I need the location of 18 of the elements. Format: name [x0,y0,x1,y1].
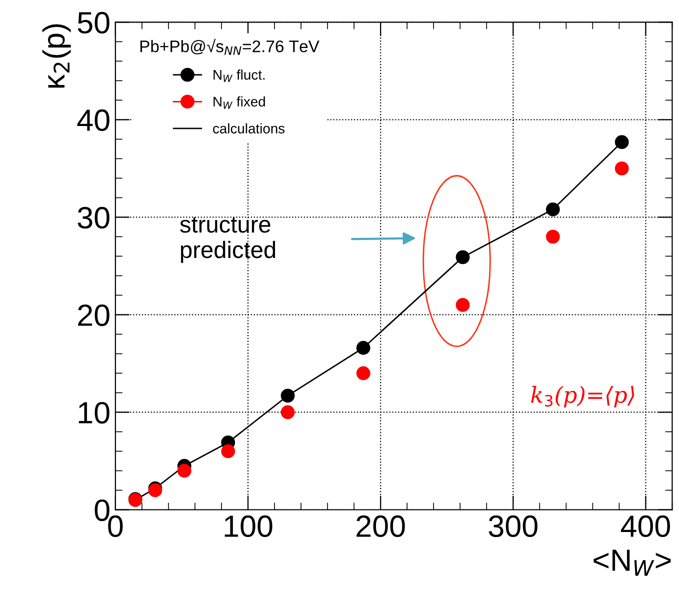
x-axis-title: <N$_{W}$> [594,550,671,576]
legend-label: calculations [213,123,285,134]
y-tick-label: 10 [78,402,110,424]
x-tick-label: 400 [620,515,670,538]
y-tick-label: 50 [78,12,110,34]
x-tick-label: 300 [488,515,538,538]
legend-label: N$_{W}$ fixed [214,96,265,109]
y-axis-title: κ$_{2}$(p) [42,24,71,88]
legend-label: N$_{W}$ fluct. [214,70,265,82]
x-tick-label: 100 [224,515,272,538]
legend-title: Pb+Pb@√s$_{NN}$=2.76 TeV [140,38,320,55]
x-tick-label: 200 [356,515,405,538]
y-tick-label: 40 [77,109,110,132]
annotation: k$_{3}$(p)=⟨p⟩ [531,386,634,408]
annotation: structure predicted [180,217,276,263]
y-tick-label: 20 [78,304,110,326]
y-tick-label: 30 [78,206,110,229]
y-tick-label: 0 [94,499,110,522]
